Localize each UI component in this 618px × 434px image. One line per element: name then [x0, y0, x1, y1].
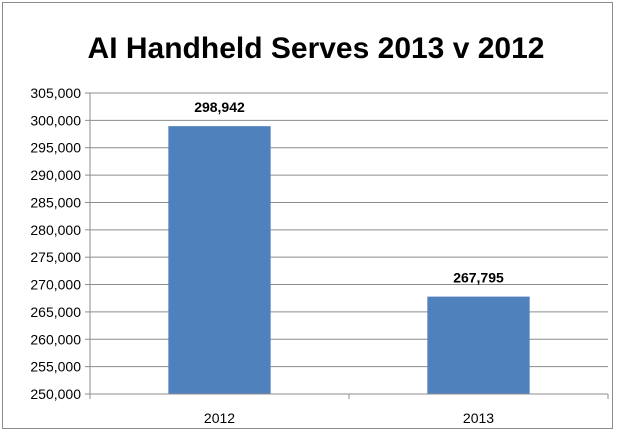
y-tick-label: 260,000 — [30, 331, 81, 347]
data-label-2013: 267,795 — [453, 270, 504, 286]
chart-title: AI Handheld Serves 2013 v 2012 — [88, 32, 545, 65]
bars — [168, 126, 530, 394]
y-tick-label: 295,000 — [30, 140, 81, 156]
gridlines — [90, 92, 608, 368]
y-tick-label: 255,000 — [30, 359, 81, 375]
x-tick-label: 2012 — [204, 410, 235, 426]
y-tick-label: 270,000 — [30, 277, 81, 293]
axes — [89, 93, 608, 395]
y-tick-label: 265,000 — [30, 304, 81, 320]
y-tick-label: 280,000 — [30, 222, 81, 238]
x-tick-label: 2013 — [463, 410, 494, 426]
y-tick-label: 275,000 — [30, 249, 81, 265]
data-label-2012: 298,942 — [194, 99, 245, 115]
x-axis-ticks: 2012 2013 — [89, 394, 609, 426]
y-axis-ticks: 250,000 255,000 260,000 265,000 270,000 275,0… — [30, 85, 90, 402]
y-tick-label: 300,000 — [30, 112, 81, 128]
y-tick-label: 290,000 — [30, 167, 81, 183]
y-tick-label: 250,000 — [30, 386, 81, 402]
data-labels: 298,942 267,795 — [194, 99, 504, 285]
bar-2013 — [427, 296, 530, 394]
y-tick-label: 285,000 — [30, 194, 81, 210]
y-tick-label: 305,000 — [30, 85, 81, 101]
bar-2012 — [168, 126, 271, 394]
